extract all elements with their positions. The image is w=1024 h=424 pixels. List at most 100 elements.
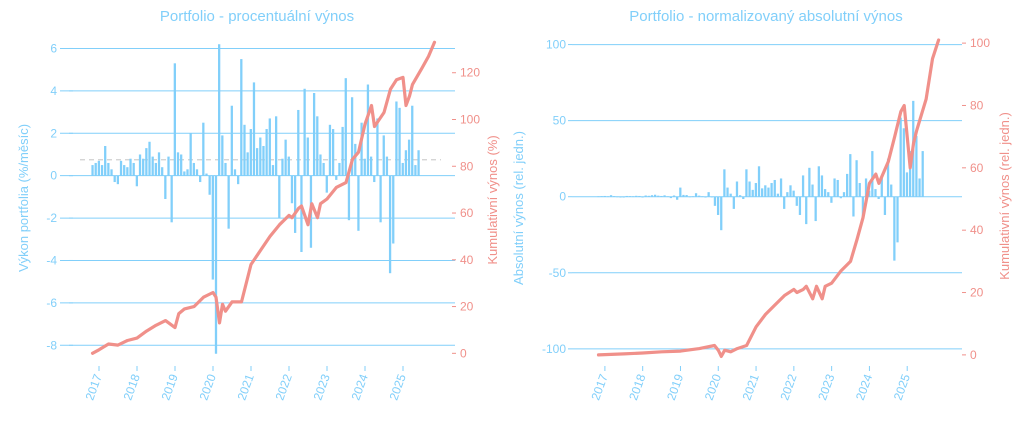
bar xyxy=(202,122,205,176)
bar xyxy=(726,187,729,197)
bar xyxy=(685,195,688,197)
bar xyxy=(663,195,666,197)
x-tick-label: 2019 xyxy=(664,372,686,402)
bar xyxy=(388,175,392,274)
bar xyxy=(385,156,389,176)
bar xyxy=(249,129,252,176)
chart1-right-axis: 0 20 40 60 80 100 120 xyxy=(452,66,480,360)
bar xyxy=(805,196,808,225)
bar xyxy=(729,193,732,197)
bar xyxy=(657,195,660,197)
bar xyxy=(833,178,836,197)
bar xyxy=(369,156,373,176)
bar xyxy=(861,196,865,220)
bar xyxy=(641,196,644,198)
bar xyxy=(801,175,805,197)
bar xyxy=(107,162,110,176)
bar xyxy=(328,124,332,176)
bar xyxy=(135,175,138,187)
bar xyxy=(154,162,157,176)
right-tick-label: 20 xyxy=(460,300,474,314)
left-tick-label: 50 xyxy=(553,114,567,128)
bar xyxy=(392,175,395,244)
bar xyxy=(341,126,344,176)
bar xyxy=(306,137,309,176)
bar xyxy=(858,183,861,197)
bar xyxy=(110,169,113,176)
chart2-cumulative-line xyxy=(596,38,941,358)
chart1-bars xyxy=(91,44,420,354)
bar xyxy=(157,152,161,176)
bar xyxy=(224,162,227,176)
right-tick-label: 60 xyxy=(460,206,474,220)
bar xyxy=(192,162,195,176)
bar xyxy=(716,196,720,215)
right-tick-label: 20 xyxy=(970,286,984,300)
bar xyxy=(839,196,842,199)
bar xyxy=(344,78,347,176)
bar xyxy=(732,196,735,209)
bar xyxy=(214,175,218,354)
bar xyxy=(880,175,883,197)
bar xyxy=(322,162,325,176)
bar xyxy=(331,129,335,176)
bar xyxy=(609,195,613,197)
x-tick-label: 2022 xyxy=(273,372,295,402)
bar xyxy=(167,156,170,176)
bar xyxy=(890,184,893,197)
bar xyxy=(694,193,698,197)
bar xyxy=(142,158,145,176)
bar xyxy=(713,196,717,206)
chart2-bars xyxy=(597,100,924,261)
bar xyxy=(265,129,268,176)
x-tick-label: 2020 xyxy=(197,372,219,402)
x-tick-label: 2021 xyxy=(740,372,762,402)
bar xyxy=(230,105,233,176)
right-tick-label: 120 xyxy=(460,66,480,80)
x-tick-label: 2021 xyxy=(235,372,257,402)
right-tick-label: 0 xyxy=(970,348,977,362)
bar xyxy=(278,175,281,219)
bar xyxy=(855,160,858,197)
bar xyxy=(186,169,189,176)
bar xyxy=(176,152,180,176)
bar xyxy=(373,175,376,183)
chart2-right-axis-label: Kumulativní výnos (rel. jedn.) xyxy=(997,112,1012,280)
bar xyxy=(246,152,249,176)
bar xyxy=(704,196,707,198)
chart1-x-axis: 2017 2018 2019 2020 2021 2022 2023 2024 2025 xyxy=(83,366,409,402)
bar xyxy=(268,118,271,176)
bar xyxy=(376,118,379,176)
right-tick-label: 60 xyxy=(970,161,984,175)
bar xyxy=(902,128,905,197)
bar xyxy=(284,139,287,176)
bar xyxy=(786,192,789,197)
chart-normalized-return: Portfolio - normalizovaný absolutní výno… xyxy=(511,8,1012,402)
bar xyxy=(823,189,827,197)
bar xyxy=(354,143,357,176)
bar xyxy=(256,148,259,176)
bar xyxy=(132,162,135,176)
x-tick-label: 2025 xyxy=(891,372,913,402)
bar xyxy=(360,122,363,176)
bar xyxy=(271,165,275,176)
bar xyxy=(161,167,164,176)
bar xyxy=(319,154,322,176)
bar xyxy=(357,175,360,231)
bar xyxy=(195,169,199,176)
left-tick-label: 0 xyxy=(559,190,566,204)
bar xyxy=(864,178,868,197)
bar xyxy=(227,175,230,229)
bar xyxy=(243,124,246,176)
bar xyxy=(622,196,625,198)
bar xyxy=(921,151,924,197)
bar xyxy=(597,196,600,198)
bar xyxy=(679,187,682,197)
bar xyxy=(97,160,101,176)
right-tick-label: 0 xyxy=(460,346,467,360)
bar xyxy=(669,196,673,199)
left-tick-label: -4 xyxy=(46,253,57,267)
bar xyxy=(631,196,635,198)
bar xyxy=(638,195,641,197)
bar xyxy=(682,194,685,197)
